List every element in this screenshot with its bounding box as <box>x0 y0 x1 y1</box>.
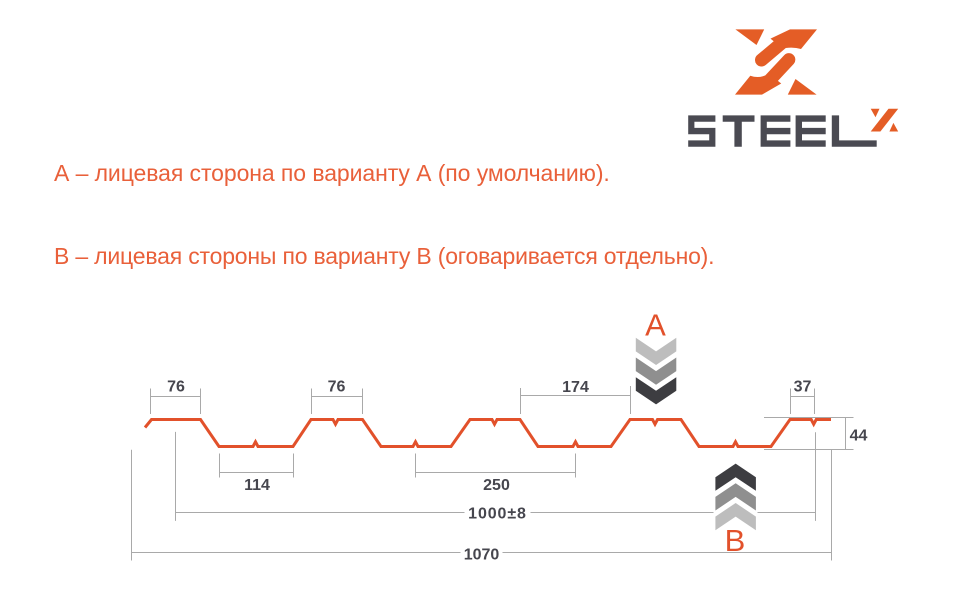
svg-text:250: 250 <box>483 477 510 494</box>
svg-text:1000±8: 1000±8 <box>468 506 527 523</box>
svg-text:114: 114 <box>244 477 270 494</box>
svg-text:В: В <box>725 523 746 558</box>
svg-text:44: 44 <box>850 427 868 444</box>
svg-text:1070: 1070 <box>464 547 500 564</box>
svg-text:174: 174 <box>562 379 589 396</box>
svg-text:76: 76 <box>328 379 346 396</box>
svg-text:37: 37 <box>794 379 812 396</box>
svg-text:76: 76 <box>167 379 185 396</box>
svg-text:А: А <box>645 308 666 343</box>
